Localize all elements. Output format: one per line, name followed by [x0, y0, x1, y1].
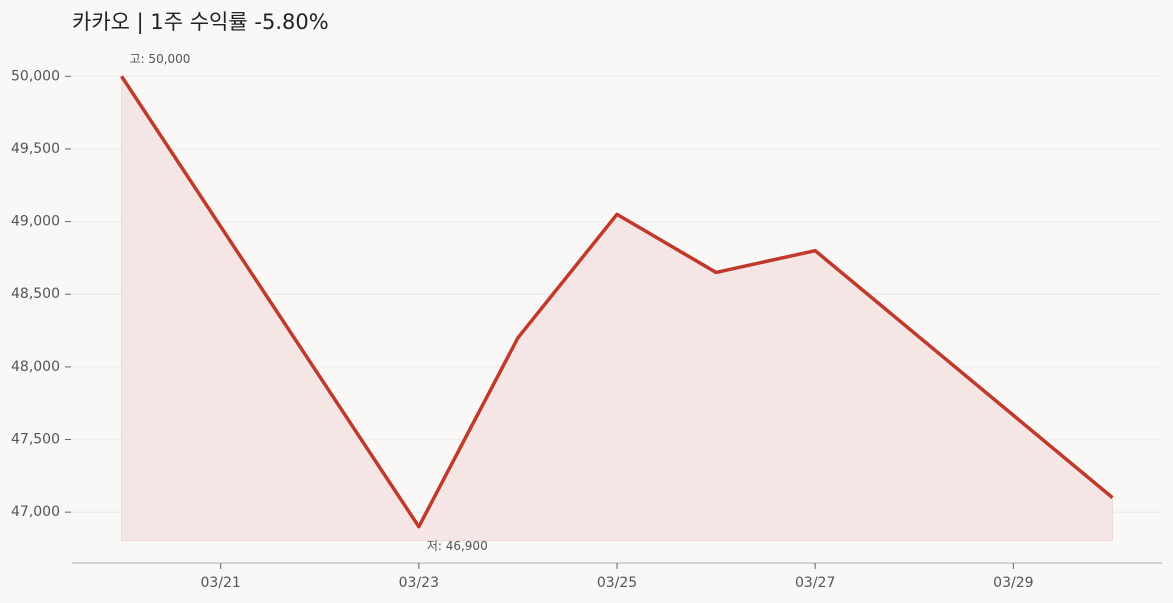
- x-tick-label: 03/21: [200, 575, 240, 591]
- x-tick-label: 03/29: [993, 575, 1033, 591]
- x-tick-label: 03/23: [399, 575, 439, 591]
- y-tick-label: 47,000: [11, 504, 60, 520]
- y-tick-label: 50,000: [11, 68, 60, 84]
- chart-title: 카카오 | 1주 수익률 -5.80%: [72, 10, 329, 35]
- y-tick-label: 48,000: [11, 359, 60, 375]
- y-tick-label: 49,500: [11, 141, 60, 157]
- x-tick-label: 03/27: [795, 575, 835, 591]
- x-tick-label: 03/25: [597, 575, 637, 591]
- y-tick-label: 49,000: [11, 214, 60, 230]
- annotation: 저: 46,900: [427, 539, 488, 553]
- y-tick-label: 48,500: [11, 286, 60, 302]
- y-tick-label: 47,500: [11, 432, 60, 448]
- annotation: 고: 50,000: [130, 52, 191, 66]
- line: [120, 75, 1114, 529]
